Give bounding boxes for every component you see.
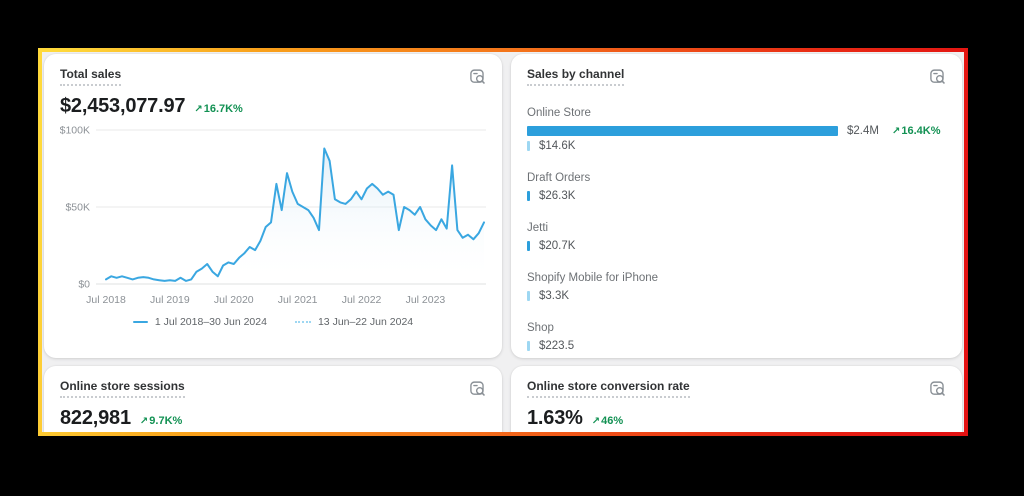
solid-line-swatch-icon [132, 321, 148, 324]
conversion-title[interactable]: Online store conversion rate [527, 379, 690, 399]
channel-bar-previous[interactable] [527, 340, 530, 351]
channel-bar-row: $14.6K [527, 139, 946, 152]
channel-label: Online Store [527, 107, 591, 120]
metric-row: $2,453,077.97 ↗16.7K% [60, 95, 486, 118]
svg-text:$0: $0 [78, 279, 90, 291]
channel-label: Jetti [527, 222, 549, 235]
channel-bar-row: $2.4M ↗16.4K% [527, 124, 946, 137]
explore-report-icon[interactable] [929, 68, 946, 85]
channel-row: Online Store $2.4M ↗16.4K% $14.6K [527, 107, 946, 152]
channel-value: $2.4M [847, 124, 879, 137]
total-sales-title[interactable]: Total sales [60, 67, 122, 87]
channel-value: $20.7K [539, 239, 576, 252]
channel-value: $3.3K [539, 289, 570, 302]
explore-report-icon[interactable] [929, 380, 946, 397]
card-conversion-rate: Online store conversion rate 1.63% ↗46% [511, 366, 962, 432]
card-total-sales: Total sales $2,453,077.97 ↗16.7K% $0 $50K… [44, 54, 502, 358]
card-header: Total sales [60, 67, 486, 87]
channel-value: $223.5 [539, 339, 575, 352]
sales-by-channel-title[interactable]: Sales by channel [527, 67, 625, 87]
chart-legend: 1 Jul 2018–30 Jun 2024 13 Jun–22 Jun 202… [60, 316, 486, 328]
metric-row: 1.63% ↗46% [527, 407, 946, 430]
arrow-up-right-icon: ↗ [139, 416, 149, 428]
channel-bar-current[interactable] [527, 125, 838, 136]
channel-bar-row: $3.3K [527, 289, 946, 302]
channel-list: Online Store $2.4M ↗16.4K% $14.6K Draft Orde… [527, 107, 946, 352]
channel-row: Shop $223.5 [527, 322, 946, 352]
sessions-delta: ↗9.7K% [139, 415, 183, 428]
channel-label: Shop [527, 322, 554, 335]
channel-row: Draft Orders $26.3K [527, 172, 946, 202]
channel-bar-current[interactable] [527, 190, 530, 201]
highlight-frame: Total sales $2,453,077.97 ↗16.7K% $0 $50K… [38, 48, 968, 436]
svg-text:Jul 2023: Jul 2023 [406, 294, 446, 306]
channel-bar-current[interactable] [527, 240, 530, 251]
dotted-line-swatch-icon [294, 321, 311, 324]
total-sales-value: $2,453,077.97 [60, 95, 186, 118]
svg-text:Jul 2022: Jul 2022 [342, 294, 382, 306]
card-header: Online store conversion rate [527, 379, 946, 399]
channel-delta: ↗16.4K% [891, 124, 941, 137]
svg-text:$50K: $50K [65, 202, 90, 214]
legend-item-current: 1 Jul 2018–30 Jun 2024 [132, 316, 267, 329]
svg-text:Jul 2020: Jul 2020 [214, 294, 254, 306]
card-online-store-sessions: Online store sessions 822,981 ↗9.7K% [44, 366, 502, 432]
dashboard-canvas: Total sales $2,453,077.97 ↗16.7K% $0 $50K… [42, 52, 964, 432]
explore-report-icon[interactable] [469, 380, 486, 397]
channel-label: Draft Orders [527, 172, 591, 185]
card-sales-by-channel: Sales by channel Online Store $2.4M ↗16.4K… [511, 54, 962, 358]
sessions-value: 822,981 [60, 407, 131, 430]
svg-text:$100K: $100K [60, 125, 90, 137]
channel-row: Jetti $20.7K [527, 222, 946, 252]
legend-label: 13 Jun–22 Jun 2024 [317, 316, 414, 329]
sessions-title[interactable]: Online store sessions [60, 379, 185, 399]
svg-text:Jul 2019: Jul 2019 [150, 294, 190, 306]
conversion-value: 1.63% [527, 407, 583, 430]
channel-bar-previous[interactable] [527, 140, 530, 151]
arrow-up-right-icon: ↗ [591, 416, 601, 428]
legend-label: 1 Jul 2018–30 Jun 2024 [154, 316, 267, 329]
total-sales-delta: ↗16.7K% [194, 103, 243, 116]
arrow-up-right-icon: ↗ [194, 104, 203, 116]
channel-bar-previous[interactable] [527, 290, 530, 301]
card-header: Sales by channel [527, 67, 946, 87]
channel-bar-row: $223.5 [527, 339, 946, 352]
svg-text:Jul 2018: Jul 2018 [86, 294, 126, 306]
channel-bar-row: $26.3K [527, 189, 946, 202]
metric-row: 822,981 ↗9.7K% [60, 407, 486, 430]
svg-text:Jul 2021: Jul 2021 [278, 294, 318, 306]
conversion-delta: ↗46% [591, 415, 624, 428]
channel-label: Shopify Mobile for iPhone [527, 272, 659, 285]
card-header: Online store sessions [60, 379, 486, 399]
arrow-up-right-icon: ↗ [891, 125, 901, 137]
channel-value: $14.6K [539, 139, 576, 152]
channel-value: $26.3K [539, 189, 576, 202]
channel-row: Shopify Mobile for iPhone $3.3K [527, 272, 946, 302]
legend-item-comparison: 13 Jun–22 Jun 2024 [294, 316, 414, 329]
total-sales-line-chart: $0 $50K $100K Jul 2018 Jul 2019 Jul 2020 Jul 2… [60, 122, 486, 308]
channel-bar-row: $20.7K [527, 239, 946, 252]
explore-report-icon[interactable] [469, 68, 486, 85]
